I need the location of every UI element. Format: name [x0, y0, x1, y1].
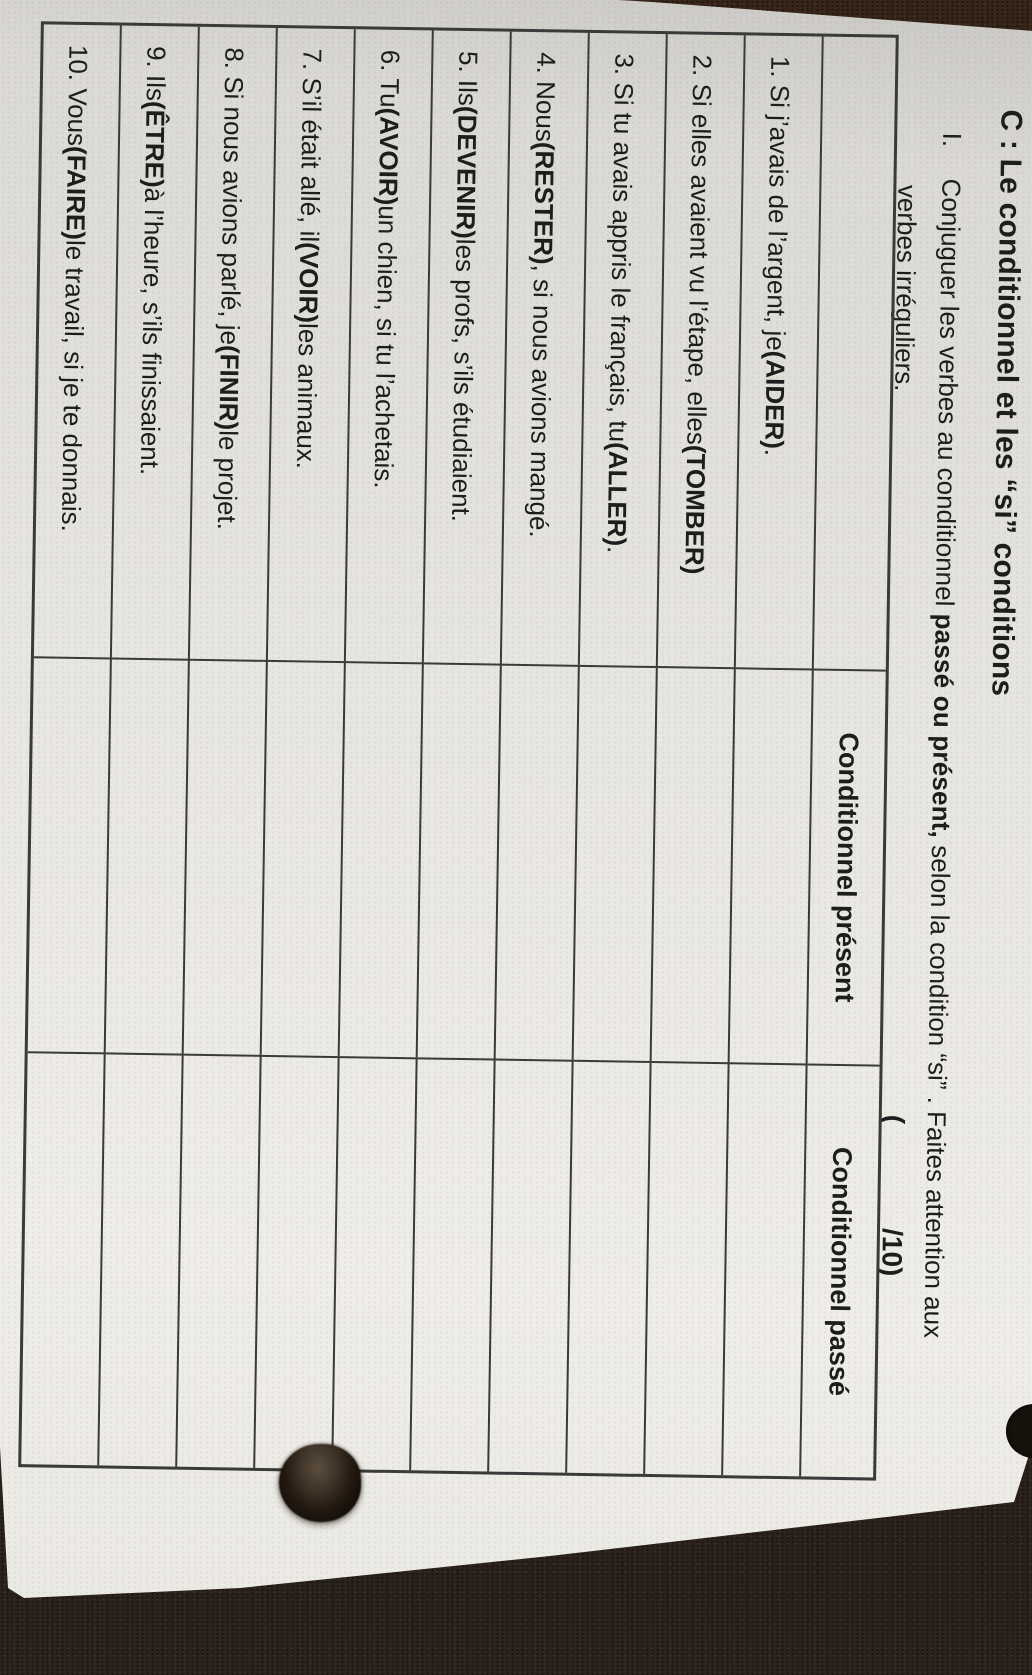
- answer-cell-past: [333, 1056, 418, 1471]
- instruction-line1-regular: Conjuguer les verbes au conditionnel: [929, 178, 967, 614]
- question-verb: (AVOIR): [373, 107, 406, 206]
- worksheet-content: C : Le conditionnel et les “si” conditio…: [0, 5, 1032, 1582]
- question-post: un chien, si tu l’achetais.: [369, 205, 404, 489]
- instruction-line1: Conjuguer les verbes au conditionnel pas…: [917, 178, 966, 1338]
- instruction-line1-rest: selon la condition “si” . Faites attenti…: [918, 837, 957, 1339]
- black-fuzzy-pom: [279, 1444, 361, 1522]
- question-verb: (ÊTRE): [139, 100, 172, 188]
- answer-cell-past: [489, 1058, 574, 1473]
- question-cell: 2. Si elles avaient vu l’étape, elles (T…: [657, 34, 746, 668]
- answer-cell-present: [573, 664, 658, 1062]
- question-cell: 9. Ils (ÊTRE) à l’heure, s’ils finissaie…: [111, 25, 200, 659]
- question-verb: (VOIR): [293, 241, 325, 324]
- question-cell: 3. Si tu avais appris le français, tu (A…: [579, 32, 668, 667]
- answer-cell-past: [645, 1061, 730, 1476]
- question-cell: 6. Tu (AVOIR) un chien, si tu l’achetais…: [345, 29, 434, 663]
- instruction-numeral: I.: [937, 132, 968, 148]
- question-pre: 4. Nous: [530, 52, 562, 143]
- header-cell-question: [814, 37, 896, 670]
- question-verb: (TOMBER): [679, 444, 712, 575]
- question-verb: (FINIR): [213, 344, 246, 431]
- answer-cell-past: [99, 1052, 184, 1467]
- question-cell: 7. S’il était allé, il (VOIR) les animau…: [267, 28, 356, 662]
- header-cell-present: Conditionnel présent: [807, 668, 886, 1065]
- worksheet-title: C : Le conditionnel et les “si” conditio…: [985, 109, 1028, 697]
- question-post: , si nous avions mangé.: [524, 264, 559, 538]
- question-pre: 9. Ils: [141, 45, 173, 102]
- answer-cell-past: [567, 1059, 652, 1474]
- score-blank: [883, 1124, 885, 1228]
- answer-cell-present: [105, 657, 190, 1054]
- instruction-line1-bold: passé ou présent,: [926, 613, 960, 839]
- question-pre: 3. Si tu avais appris le français, tu: [603, 53, 640, 443]
- question-verb: (FAIRE): [60, 145, 93, 241]
- question-pre: 5. Ils: [453, 50, 484, 107]
- question-verb: (ALLER): [602, 441, 634, 547]
- worksheet-table: Conditionnel présent Conditionnel passé 1.…: [18, 21, 899, 1481]
- question-cell: 10. Vous (FAIRE) le travail, si je te do…: [33, 24, 122, 658]
- score-open-paren: (: [878, 1114, 910, 1125]
- answer-cell-present: [495, 663, 580, 1060]
- question-pre: 8. Si nous avions parlé, je: [215, 47, 251, 346]
- answer-cell-past: [411, 1057, 496, 1472]
- question-pre: 6. Tu: [375, 49, 406, 108]
- question-cell: 1. Si j’avais de l’argent, je (AIDER).: [735, 35, 824, 669]
- question-pre: 1. Si j’avais de l’argent, je: [761, 55, 796, 351]
- answer-cell-present: [261, 659, 346, 1057]
- answer-cell-present: [27, 656, 112, 1053]
- score-denominator: /10): [876, 1227, 909, 1277]
- answer-cell-present: [651, 666, 736, 1063]
- question-pre: 10. Vous: [62, 44, 95, 147]
- answer-cell-present: [339, 661, 424, 1058]
- question-cell: 5. Ils (DEVENIR) les profs, s’ils étudia…: [423, 30, 512, 664]
- question-pre: 7. S’il était allé, il: [294, 48, 328, 243]
- answer-cell-past: [177, 1053, 262, 1468]
- answer-cell-past: [255, 1054, 340, 1470]
- question-post: le projet.: [212, 429, 244, 531]
- question-verb: (AIDER): [759, 350, 792, 450]
- header-cell-past: Conditionnel passé: [801, 1063, 880, 1478]
- question-cell: 8. Si nous avions parlé, je (FINIR) le p…: [189, 26, 278, 660]
- answer-cell-past: [21, 1051, 106, 1466]
- question-pre: 2. Si elles avaient vu l’étape, elles: [681, 54, 718, 446]
- question-cell: 4. Nous (RESTER), si nous avions mangé.: [501, 31, 590, 665]
- question-post: le travail, si je te donnais.: [56, 239, 91, 533]
- answer-cell-present: [183, 658, 268, 1055]
- question-post: .: [602, 545, 633, 554]
- question-verb: (DEVENIR): [451, 105, 484, 240]
- answer-cell-past: [723, 1062, 808, 1477]
- question-post: les animaux.: [291, 322, 324, 470]
- question-post: à l’heure, s’ils finissaient.: [135, 187, 170, 476]
- question-post: .: [759, 448, 790, 457]
- answer-cell-present: [417, 662, 502, 1059]
- question-verb: (RESTER): [528, 141, 561, 265]
- answer-cell-present: [729, 667, 814, 1064]
- question-post: les profs, s’ils étudiaient.: [446, 238, 482, 523]
